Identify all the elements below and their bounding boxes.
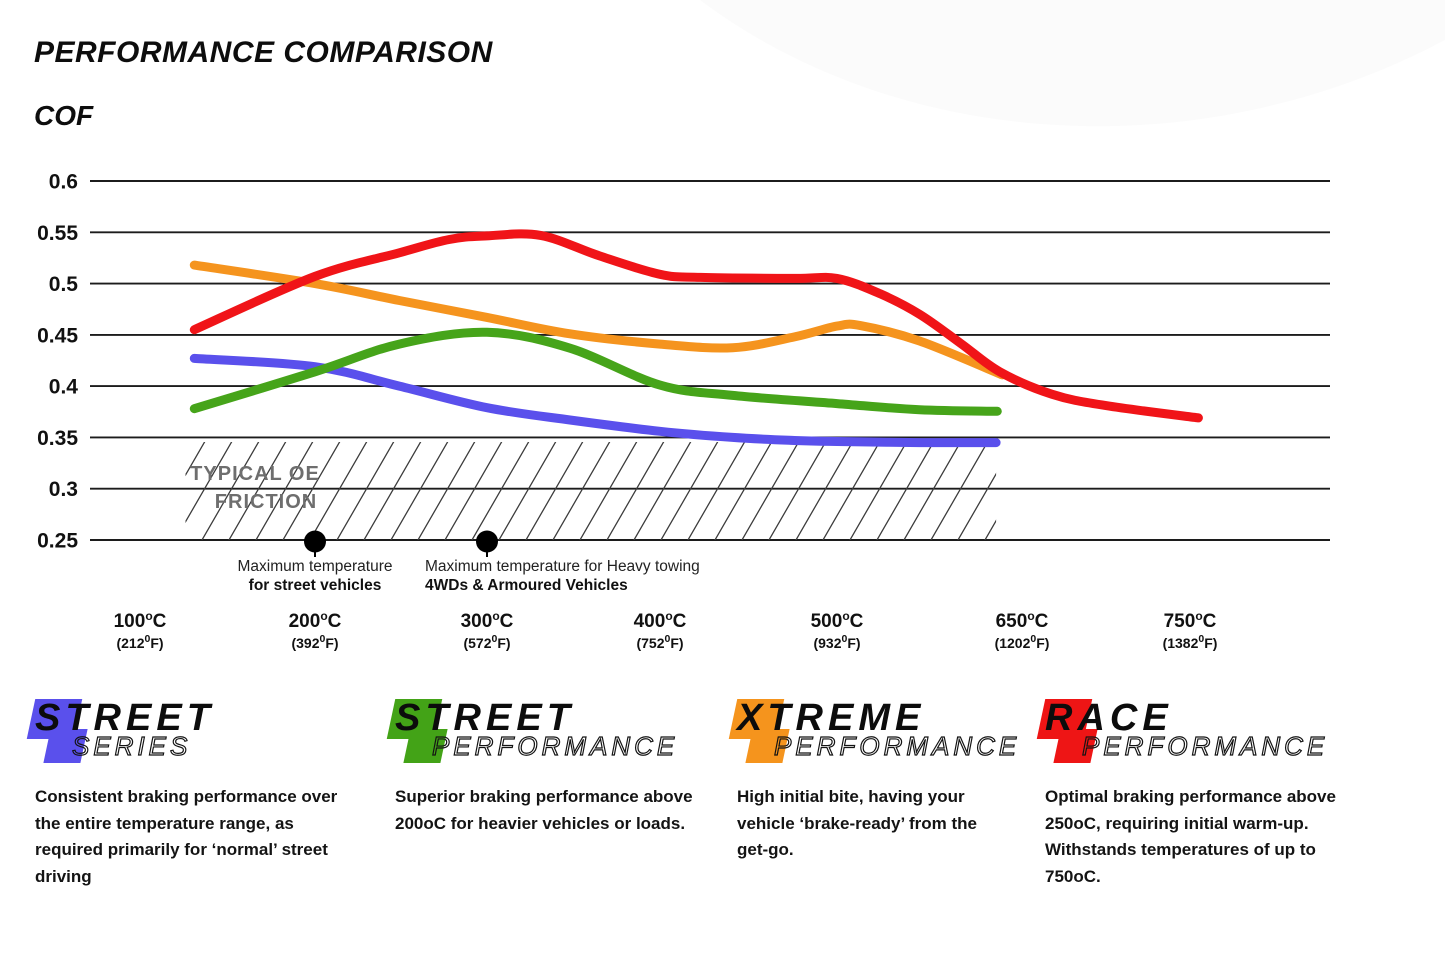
cof-line-chart: 0.6 0.55 0.5 0.45 0.4 0.35 0.3 0.25 TYPICAL OE FR… (37, 0, 1445, 651)
logo-word2: PERFORMANCE (1081, 730, 1329, 761)
race-performance-logo: RACE PERFORMANCE (1036, 697, 1445, 770)
legend-row: STREET SERIES Consistent braking perform… (26, 697, 1445, 891)
svg-text:(3920​F): (3920​F) (291, 633, 338, 651)
marker-annotation: 4WDs & Armoured Vehicles (425, 577, 628, 594)
street-series-logo: STREET SERIES (26, 697, 395, 770)
logo-word1: STREET (395, 697, 575, 739)
logo-word1: STREET (35, 697, 215, 739)
y-tick-label: 0.4 (49, 376, 79, 399)
oe-band-label: FRICTION (215, 491, 317, 513)
svg-text:(13820​F): (13820​F) (1163, 633, 1218, 651)
street-performance-logo: STREET PERFORMANCE (386, 697, 737, 770)
svg-text:750o​C: 750o​C (1164, 609, 1217, 632)
logo-word2: PERFORMANCE (773, 730, 1021, 761)
y-axis-title: COF (34, 100, 94, 131)
oe-band-label: TYPICAL OE (190, 463, 320, 485)
legend-description: High initial bite, having your vehicle ‘… (737, 787, 977, 860)
legend-entry-xtreme-performance: XTREME PERFORMANCE High initial bite, ha… (728, 697, 1045, 891)
series-line-race-performance (189, 229, 1203, 423)
svg-text:(9320​F): (9320​F) (813, 633, 860, 651)
legend-description: Superior braking performance above 200oC… (395, 787, 693, 833)
legend-entry-street-series: STREET SERIES Consistent braking perform… (26, 697, 395, 891)
legend-entry-street-performance: STREET PERFORMANCE Superior braking perf… (386, 697, 737, 891)
legend-description: Consistent braking performance over the … (35, 787, 338, 887)
svg-text:200o​C: 200o​C (289, 609, 342, 632)
y-tick-label: 0.5 (49, 273, 79, 296)
svg-text:650o​C: 650o​C (996, 609, 1049, 632)
max-temperature-marker (304, 530, 326, 553)
svg-text:(7520​F): (7520​F) (636, 633, 683, 651)
y-tick-label: 0.25 (37, 530, 78, 553)
series-line-street-series (189, 353, 1001, 448)
logo-word2: SERIES (71, 730, 192, 761)
logo-word1: XTREME (737, 697, 926, 739)
page-title: PERFORMANCE COMPARISON (34, 36, 493, 69)
max-temperature-marker (476, 530, 498, 553)
marker-annotation: Maximum temperature (237, 558, 392, 575)
svg-text:400o​C: 400o​C (634, 609, 687, 632)
logo-word1: RACE (1045, 697, 1173, 739)
series-line-street-performance (189, 327, 1002, 416)
legend-entry-race-performance: RACE PERFORMANCE Optimal braking perform… (1036, 697, 1445, 891)
svg-text:300o​C: 300o​C (461, 609, 514, 632)
y-tick-label: 0.6 (49, 171, 78, 194)
svg-text:100o​C: 100o​C (114, 609, 167, 632)
series-line-xtreme-performance (189, 260, 1007, 380)
typical-oe-friction-band (185, 442, 997, 540)
logo-word2: PERFORMANCE (431, 730, 679, 761)
legend-description: Optimal braking performance above 250oC,… (1045, 787, 1336, 887)
marker-annotation: for street vehicles (249, 577, 382, 594)
background-swoosh (700, 0, 1445, 127)
svg-text:(12020​F): (12020​F) (995, 633, 1050, 651)
y-tick-label: 0.45 (37, 324, 78, 347)
svg-text:(5720​F): (5720​F) (463, 633, 510, 651)
marker-annotation: Maximum temperature for Heavy towing (425, 558, 700, 575)
chart-svg: 0.6 0.55 0.5 0.45 0.4 0.35 0.3 0.25 TYPICAL OE FR… (37, 0, 1445, 651)
svg-text:(2120​F): (2120​F) (116, 633, 163, 651)
y-tick-label: 0.3 (49, 478, 78, 501)
y-tick-label: 0.55 (37, 222, 78, 245)
y-tick-label: 0.35 (37, 427, 78, 450)
svg-text:500o​C: 500o​C (811, 609, 864, 632)
xtreme-performance-logo: XTREME PERFORMANCE (728, 697, 1045, 770)
